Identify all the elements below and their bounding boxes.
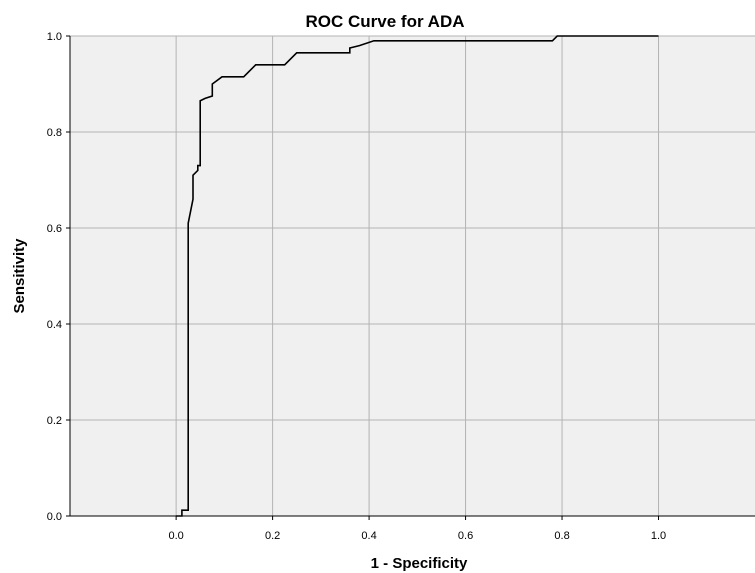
x-tick-label: 0.0 [168, 530, 183, 542]
x-tick-label: 0.6 [458, 530, 473, 542]
grid [70, 35, 755, 517]
x-tick-label: 0.4 [361, 530, 376, 542]
x-axis-label: 1 - Specificity [371, 555, 468, 572]
x-tick-label: 1.0 [651, 530, 666, 542]
x-tick-label: 0.2 [265, 530, 280, 542]
chart-title: ROC Curve for ADA [306, 12, 465, 31]
y-axis-label: Sensitivity [11, 238, 28, 314]
y-tick-label: 0.6 [47, 223, 62, 235]
y-tick-label: 0.0 [47, 511, 62, 523]
x-tick-label: 0.8 [554, 530, 569, 542]
axes [66, 35, 755, 520]
y-tick-label: 0.8 [47, 127, 62, 139]
roc-curve-line [176, 35, 659, 517]
y-tick-label: 0.4 [47, 319, 62, 331]
plot-area [70, 36, 755, 516]
y-tick-label: 0.2 [47, 415, 62, 427]
tick-labels: 0.0 0.2 0.4 0.6 0.8 1.0 0.0 0.2 0.4 0.6 0.8 1.0 [47, 31, 666, 542]
y-tick-label: 1.0 [47, 31, 62, 43]
